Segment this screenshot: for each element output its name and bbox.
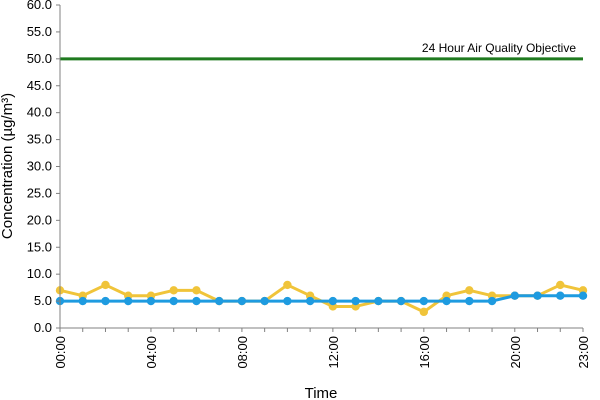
- y-tick-label: 0.0: [34, 320, 52, 335]
- x-tick-label: 00:00: [53, 336, 68, 369]
- series-2-point: [510, 291, 519, 300]
- series-1-point: [419, 307, 429, 317]
- series-2-point: [305, 296, 315, 306]
- series-2-point: [283, 296, 292, 306]
- x-tick-label: 12:00: [326, 336, 341, 369]
- y-tick-label: 40.0: [27, 105, 52, 120]
- y-tick-label: 10.0: [27, 266, 52, 281]
- series-2-point: [533, 291, 542, 300]
- series-2-point: [214, 296, 224, 306]
- series-1-point: [101, 280, 110, 290]
- series-1-point: [169, 286, 178, 295]
- series-2-point: [260, 296, 269, 306]
- series-1-point: [283, 280, 292, 290]
- series-2-point: [351, 296, 360, 306]
- y-tick-label: 35.0: [27, 132, 52, 147]
- series-2-point: [124, 296, 133, 306]
- y-tick-label: 50.0: [27, 51, 52, 66]
- series-2-point: [146, 296, 156, 306]
- y-tick-label: 45.0: [27, 78, 52, 93]
- y-tick-label: 55.0: [27, 24, 52, 39]
- series-2-point: [396, 296, 406, 306]
- x-tick-label: 23:00: [576, 336, 591, 369]
- x-tick-label: 16:00: [417, 336, 432, 369]
- y-tick-label: 30.0: [27, 159, 52, 174]
- x-tick-label: 04:00: [144, 336, 159, 369]
- series-2-point: [578, 291, 588, 300]
- series-2-point: [419, 296, 429, 306]
- series-2-point: [101, 296, 110, 306]
- y-tick-label: 15.0: [27, 239, 52, 254]
- objective-label: 24 Hour Air Quality Objective: [422, 41, 576, 55]
- series-2-point: [465, 296, 474, 306]
- series-2-point: [374, 296, 383, 306]
- y-tick-label: 5.0: [34, 293, 52, 308]
- series-1-point: [465, 286, 474, 295]
- series-1-point: [556, 280, 565, 290]
- y-tick-label: 20.0: [27, 212, 52, 227]
- x-tick-label: 08:00: [235, 336, 250, 369]
- x-axis-title: Time: [305, 385, 338, 400]
- y-tick-label: 25.0: [27, 185, 52, 200]
- series-1-point: [192, 286, 201, 295]
- series-2-point: [442, 296, 451, 306]
- x-tick-label: 20:00: [508, 336, 523, 369]
- y-axis-title: Concentration (µg/m³): [0, 93, 16, 239]
- series-2-point: [78, 296, 87, 306]
- series-2-point: [487, 296, 497, 306]
- series-2-point: [237, 296, 247, 306]
- series-2-point: [556, 291, 565, 300]
- series-2-point: [328, 296, 338, 306]
- series-2-point: [169, 296, 178, 306]
- series-2-point: [192, 296, 201, 306]
- y-tick-label: 60.0: [27, 0, 52, 12]
